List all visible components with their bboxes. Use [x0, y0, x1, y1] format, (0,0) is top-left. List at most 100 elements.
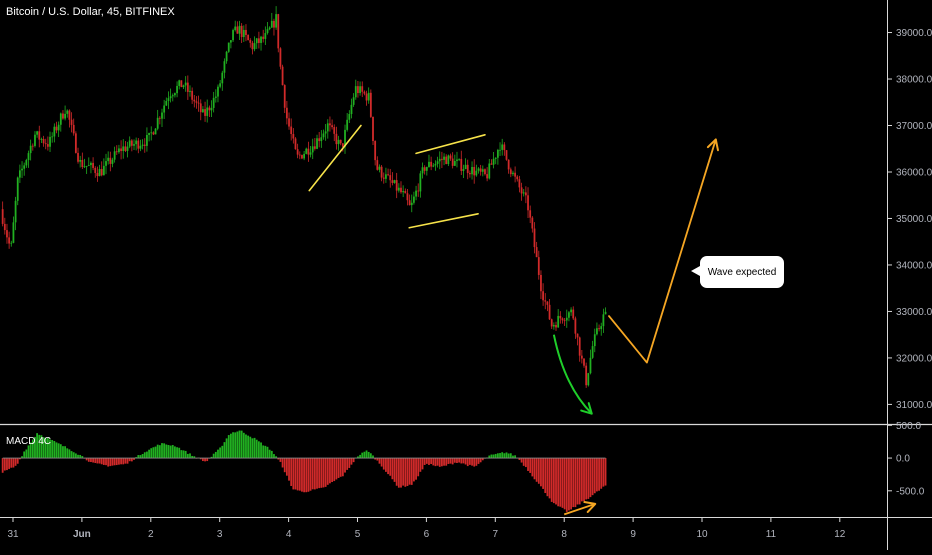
- candle-up: [303, 153, 306, 159]
- candle-down: [130, 140, 133, 146]
- candle-down: [137, 140, 140, 149]
- macd-bar: [568, 458, 570, 511]
- candle-down: [404, 191, 407, 194]
- macd-bar: [148, 449, 150, 459]
- price-tick-label: 36000.0: [896, 167, 932, 178]
- macd-bar: [563, 458, 566, 510]
- candle-up: [591, 346, 594, 358]
- macd-bar: [90, 458, 92, 463]
- macd-bar: [520, 458, 523, 463]
- candle-up: [402, 191, 405, 193]
- candle-up: [29, 145, 32, 154]
- macd-bar: [156, 444, 159, 459]
- macd-bar: [509, 453, 512, 459]
- macd-bar: [432, 458, 435, 466]
- candle-down: [124, 146, 127, 151]
- macd-bar: [77, 454, 79, 459]
- candle-up: [494, 157, 497, 159]
- macd-bar: [292, 458, 295, 490]
- candle-down: [331, 125, 333, 128]
- macd-bar: [352, 458, 355, 463]
- candle-down: [529, 210, 532, 218]
- macd-bar: [451, 458, 454, 465]
- candle-up: [253, 43, 256, 50]
- macd-bar: [460, 458, 463, 464]
- macd-bar: [74, 453, 77, 459]
- macd-bar: [296, 458, 299, 491]
- candle-down: [520, 187, 523, 194]
- macd-bar: [490, 454, 493, 459]
- candle-up: [346, 119, 349, 130]
- macd-bar: [199, 458, 202, 460]
- candle-down: [143, 144, 146, 146]
- macd-bar: [574, 458, 577, 508]
- macd-bar: [445, 458, 448, 466]
- candle-down: [533, 228, 536, 248]
- candle-up: [602, 314, 605, 327]
- candle-down: [445, 156, 448, 165]
- candle-up: [105, 161, 107, 166]
- candle-up: [425, 166, 428, 171]
- candle-down: [509, 169, 512, 175]
- candle-down: [460, 158, 463, 171]
- macd-bar: [559, 458, 562, 507]
- macd-bar: [341, 458, 344, 477]
- macd-bar: [542, 458, 544, 489]
- macd-bar: [561, 458, 564, 508]
- macd-bar: [133, 458, 135, 460]
- candle-down: [245, 29, 247, 35]
- macd-bar: [169, 445, 172, 459]
- candle-up: [167, 98, 170, 101]
- macd-bar: [391, 458, 394, 480]
- candle-down: [376, 160, 379, 170]
- macd-bar: [257, 441, 260, 459]
- candle-down: [240, 25, 243, 38]
- time-tick-label: 6: [424, 529, 430, 540]
- macd-bar: [234, 432, 237, 459]
- macd-bar: [557, 458, 560, 507]
- candle-up: [264, 33, 267, 39]
- macd-bar: [533, 458, 536, 480]
- candle-up: [397, 187, 400, 191]
- macd-bar: [217, 449, 219, 459]
- candle-down: [546, 301, 549, 305]
- candle-down: [290, 126, 293, 135]
- candle-down: [576, 333, 579, 338]
- candle-down: [365, 93, 368, 101]
- macd-bar: [161, 443, 163, 459]
- macd-bar: [387, 458, 389, 475]
- green-arrow-head: [580, 402, 593, 415]
- macd-bar: [62, 446, 64, 459]
- macd-bar: [260, 442, 262, 459]
- macd-bar: [479, 458, 482, 463]
- wave-expected-callout: Wave expected: [691, 256, 784, 288]
- macd-bar: [186, 453, 189, 459]
- price-tick-label: 37000.0: [896, 121, 932, 132]
- candle-up: [133, 144, 135, 146]
- macd-bar: [488, 455, 491, 459]
- candle-down: [195, 101, 198, 103]
- macd-bar: [44, 438, 47, 459]
- candle-up: [225, 51, 228, 62]
- candle-down: [408, 200, 411, 206]
- macd-bar: [158, 445, 161, 459]
- candle-down: [537, 257, 540, 275]
- macd-bar: [270, 450, 273, 459]
- macd-bar: [23, 451, 26, 459]
- macd-bar: [309, 458, 312, 491]
- candle-up: [568, 312, 570, 318]
- candle-down: [313, 146, 316, 149]
- candle-down: [197, 102, 200, 104]
- candle-down: [301, 155, 303, 159]
- candle-down: [374, 141, 377, 161]
- macd-bar: [283, 458, 286, 473]
- candle-up: [393, 180, 396, 183]
- macd-bar: [290, 458, 293, 486]
- macd-bar: [57, 443, 60, 459]
- candle-down: [555, 325, 557, 328]
- candle-up: [135, 140, 138, 145]
- candle-up: [21, 168, 23, 171]
- macd-bar: [462, 458, 465, 464]
- candle-up: [354, 86, 357, 98]
